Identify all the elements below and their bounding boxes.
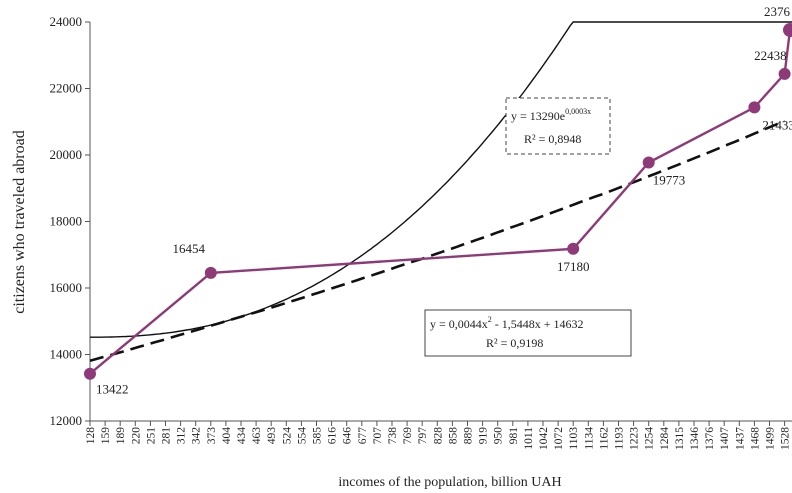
y-axis-title: citizens who traveled abroad — [11, 130, 28, 313]
exp-equation: y = 13290e — [511, 109, 565, 123]
series-citizens: 13422 16454 17180 19773 21433 22438 2376 — [84, 4, 792, 397]
x-tick-label: 1223 — [629, 427, 641, 450]
x-tick-label: 1162 — [598, 427, 610, 450]
exponential-trendline — [89, 119, 786, 363]
x-tick-label: 797 — [417, 427, 429, 445]
x-tick-label: 707 — [372, 427, 384, 445]
x-tick-label: 585 — [312, 427, 324, 445]
y-tick-label: 16000 — [50, 280, 83, 295]
y-axis-ticks: 12000 14000 16000 18000 20000 22000 24000 — [50, 14, 90, 428]
x-tick-label: 1284 — [659, 427, 671, 450]
x-tick-label: 1042 — [538, 427, 550, 450]
x-tick-label: 889 — [463, 427, 475, 445]
y-tick-label: 14000 — [50, 347, 83, 362]
poly-equation-a: y = 0,0044x — [430, 317, 488, 331]
x-axis-ticks: 128 159 189 220 251 281 312 342 373 404 434 463 493 5… — [85, 421, 792, 450]
svg-text:y = 0,0044x2 - 1,5448x + 14632: y = 0,0044x2 - 1,5448x + 14632 — [430, 315, 584, 331]
x-tick-label: 769 — [402, 427, 414, 445]
y-tick-label: 24000 — [50, 14, 83, 29]
data-point — [783, 22, 792, 37]
data-label: 2376 — [764, 4, 791, 19]
data-point — [567, 242, 580, 255]
exp-r2: R² = 0,8948 — [524, 132, 581, 146]
x-tick-label: 159 — [100, 427, 112, 445]
x-tick-label: 1437 — [734, 427, 746, 450]
x-tick-label: 1407 — [719, 427, 731, 450]
x-tick-label: 342 — [191, 427, 203, 445]
y-tick-label: 22000 — [50, 81, 83, 96]
x-tick-label: 554 — [296, 427, 308, 445]
x-tick-label: 1011 — [523, 427, 535, 450]
x-tick-label: 1468 — [749, 427, 761, 450]
data-label: 17180 — [557, 259, 590, 274]
x-tick-label: 524 — [281, 427, 293, 445]
x-tick-label: 373 — [206, 427, 218, 445]
y-tick-label: 20000 — [50, 147, 83, 162]
x-tick-label: 1346 — [689, 427, 701, 450]
x-tick-label: 251 — [145, 427, 157, 445]
x-tick-label: 1528 — [780, 427, 792, 450]
x-tick-label: 312 — [176, 427, 188, 445]
x-tick-label: 1134 — [583, 427, 595, 450]
data-label: 21433 — [762, 117, 792, 132]
exp-equation-box: y = 13290e0,0003x R² = 0,8948 — [505, 97, 611, 155]
x-tick-label: 950 — [493, 427, 505, 445]
x-tick-label: 677 — [357, 427, 369, 445]
data-point — [204, 266, 217, 279]
poly-equation-box: y = 0,0044x2 - 1,5448x + 14632 R² = 0,91… — [424, 309, 632, 357]
x-tick-label: 128 — [85, 427, 97, 445]
y-tick-label: 12000 — [50, 413, 83, 428]
x-tick-label: 981 — [508, 427, 520, 445]
exp-equation-exponent: 0,0003x — [565, 107, 591, 116]
data-point — [778, 67, 791, 80]
svg-text:y = 13290e0,0003x: y = 13290e0,0003x — [511, 107, 591, 123]
x-tick-label: 434 — [236, 427, 248, 445]
x-tick-label: 1103 — [568, 427, 580, 450]
x-tick-label: 281 — [161, 427, 173, 445]
x-tick-label: 189 — [115, 427, 127, 445]
x-tick-label: 220 — [130, 427, 142, 445]
x-tick-label: 1193 — [614, 427, 626, 450]
data-label: 13422 — [96, 382, 129, 397]
x-tick-label: 463 — [251, 427, 263, 445]
data-point — [84, 367, 96, 380]
x-tick-label: 1254 — [644, 427, 656, 450]
data-point — [642, 156, 655, 169]
x-tick-label: 1072 — [553, 427, 565, 450]
x-tick-label: 616 — [327, 427, 339, 445]
x-tick-label: 1499 — [765, 427, 777, 450]
poly-equation-b: - 1,5448x + 14632 — [492, 317, 584, 331]
x-tick-label: 919 — [478, 427, 490, 445]
polynomial-trendline — [90, 21, 792, 338]
x-tick-label: 404 — [221, 427, 233, 445]
x-axis-title: incomes of the population, billion UAH — [338, 475, 561, 490]
poly-r2: R² = 0,9198 — [486, 336, 543, 350]
y-tick-label: 18000 — [50, 214, 83, 229]
data-point — [748, 101, 761, 114]
data-label: 19773 — [653, 173, 686, 188]
x-tick-label: 646 — [342, 427, 354, 445]
data-label: 22438 — [754, 48, 787, 63]
data-label: 16454 — [173, 241, 206, 256]
x-tick-label: 828 — [432, 427, 444, 445]
x-tick-label: 738 — [387, 427, 399, 445]
x-tick-label: 1315 — [674, 427, 686, 450]
x-tick-label: 493 — [266, 427, 278, 445]
x-tick-label: 1376 — [704, 427, 716, 450]
x-tick-label: 858 — [447, 427, 459, 445]
